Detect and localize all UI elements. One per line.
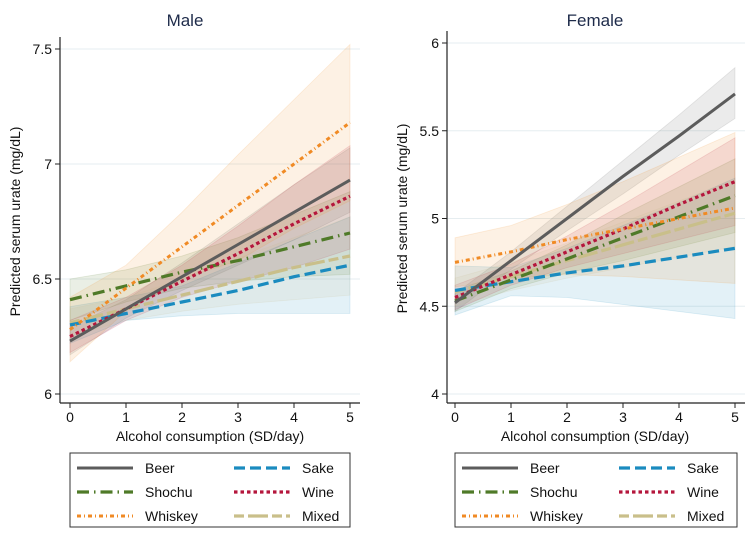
legend-label: Wine xyxy=(302,484,334,500)
legend-label: Sake xyxy=(302,460,334,476)
x-tick-label: 3 xyxy=(619,409,627,425)
y-tick-label: 5.5 xyxy=(420,123,440,139)
legend-label: Beer xyxy=(145,460,175,476)
x-tick-label: 2 xyxy=(178,409,186,425)
series-line-shochu xyxy=(454,194,736,303)
y-tick-label: 6 xyxy=(431,35,439,51)
series-line-beer xyxy=(454,92,736,304)
legend-item-whiskey: Whiskey xyxy=(462,508,583,524)
legend-label: Shochu xyxy=(530,484,577,500)
ci-band-shochu xyxy=(69,191,351,321)
legend: Beer Sake Shochu Wine Whiskey Mixed xyxy=(454,452,738,528)
legend-label: Whiskey xyxy=(145,508,198,524)
series-line-mixed xyxy=(69,254,351,325)
legend-item-beer: Beer xyxy=(462,460,560,476)
x-tick-label: 5 xyxy=(731,409,739,425)
y-tick-label: 4 xyxy=(431,386,439,402)
ci-band-beer xyxy=(69,147,351,356)
legend-label: Beer xyxy=(530,460,560,476)
y-tick-label: 7 xyxy=(44,156,52,172)
legend-label: Wine xyxy=(687,484,719,500)
legend-box xyxy=(69,452,351,528)
legend-item-sake: Sake xyxy=(619,460,719,476)
y-tick-label: 5 xyxy=(431,211,439,227)
x-tick-label: 0 xyxy=(66,409,74,425)
series-line-mixed xyxy=(454,211,736,294)
legend-label: Whiskey xyxy=(530,508,583,524)
y-tick-label: 4.5 xyxy=(420,298,440,314)
legend-item-whiskey: Whiskey xyxy=(77,508,198,524)
x-tick-label: 1 xyxy=(507,409,515,425)
series-line-beer xyxy=(69,178,351,343)
y-axis-label: Predicted serum urate (mg/dL) xyxy=(394,124,410,314)
y-axis-label: Predicted serum urate (mg/dL) xyxy=(7,127,23,317)
legend-item-shochu: Shochu xyxy=(77,484,192,500)
x-tick-label: 1 xyxy=(122,409,130,425)
x-tick-label: 3 xyxy=(234,409,242,425)
y-tick-label: 7.5 xyxy=(33,41,53,57)
x-tick-label: 4 xyxy=(675,409,683,425)
x-axis-label: Alcohol consumption (SD/day) xyxy=(116,428,304,444)
legend-item-mixed: Mixed xyxy=(234,508,339,524)
legend-label: Mixed xyxy=(687,508,724,524)
legend-item-shochu: Shochu xyxy=(462,484,577,500)
legend-label: Sake xyxy=(687,460,719,476)
y-tick-label: 6 xyxy=(44,386,52,402)
legend-item-mixed: Mixed xyxy=(619,508,724,524)
panel-female: Female 4 4.5 5 5.5 6 0 1 2 3 4 5 Alcohol consumption… xyxy=(394,11,745,528)
legend-item-sake: Sake xyxy=(234,460,334,476)
legend: Beer Sake Shochu Wine Whiskey Mixed xyxy=(69,452,351,528)
series-line-whiskey xyxy=(69,121,351,331)
series-line-whiskey xyxy=(454,206,736,264)
legend-item-wine: Wine xyxy=(619,484,719,500)
ci-band-wine xyxy=(454,137,736,311)
x-tick-label: 5 xyxy=(346,409,354,425)
legend-item-wine: Wine xyxy=(234,484,334,500)
panel-title: Female xyxy=(567,11,624,30)
panel-title: Male xyxy=(167,11,204,30)
legend-item-beer: Beer xyxy=(77,460,175,476)
legend-label: Mixed xyxy=(302,508,339,524)
panel-male: Male 6 6.5 7 7.5 0 1 2 3 4 5 Alcohol consumption (S… xyxy=(7,11,360,528)
legend-label: Shochu xyxy=(145,484,192,500)
x-tick-label: 0 xyxy=(451,409,459,425)
series-line-wine xyxy=(454,180,736,299)
x-axis-label: Alcohol consumption (SD/day) xyxy=(501,428,689,444)
x-tick-label: 2 xyxy=(563,409,571,425)
y-tick-label: 6.5 xyxy=(33,271,53,287)
x-tick-label: 4 xyxy=(290,409,298,425)
